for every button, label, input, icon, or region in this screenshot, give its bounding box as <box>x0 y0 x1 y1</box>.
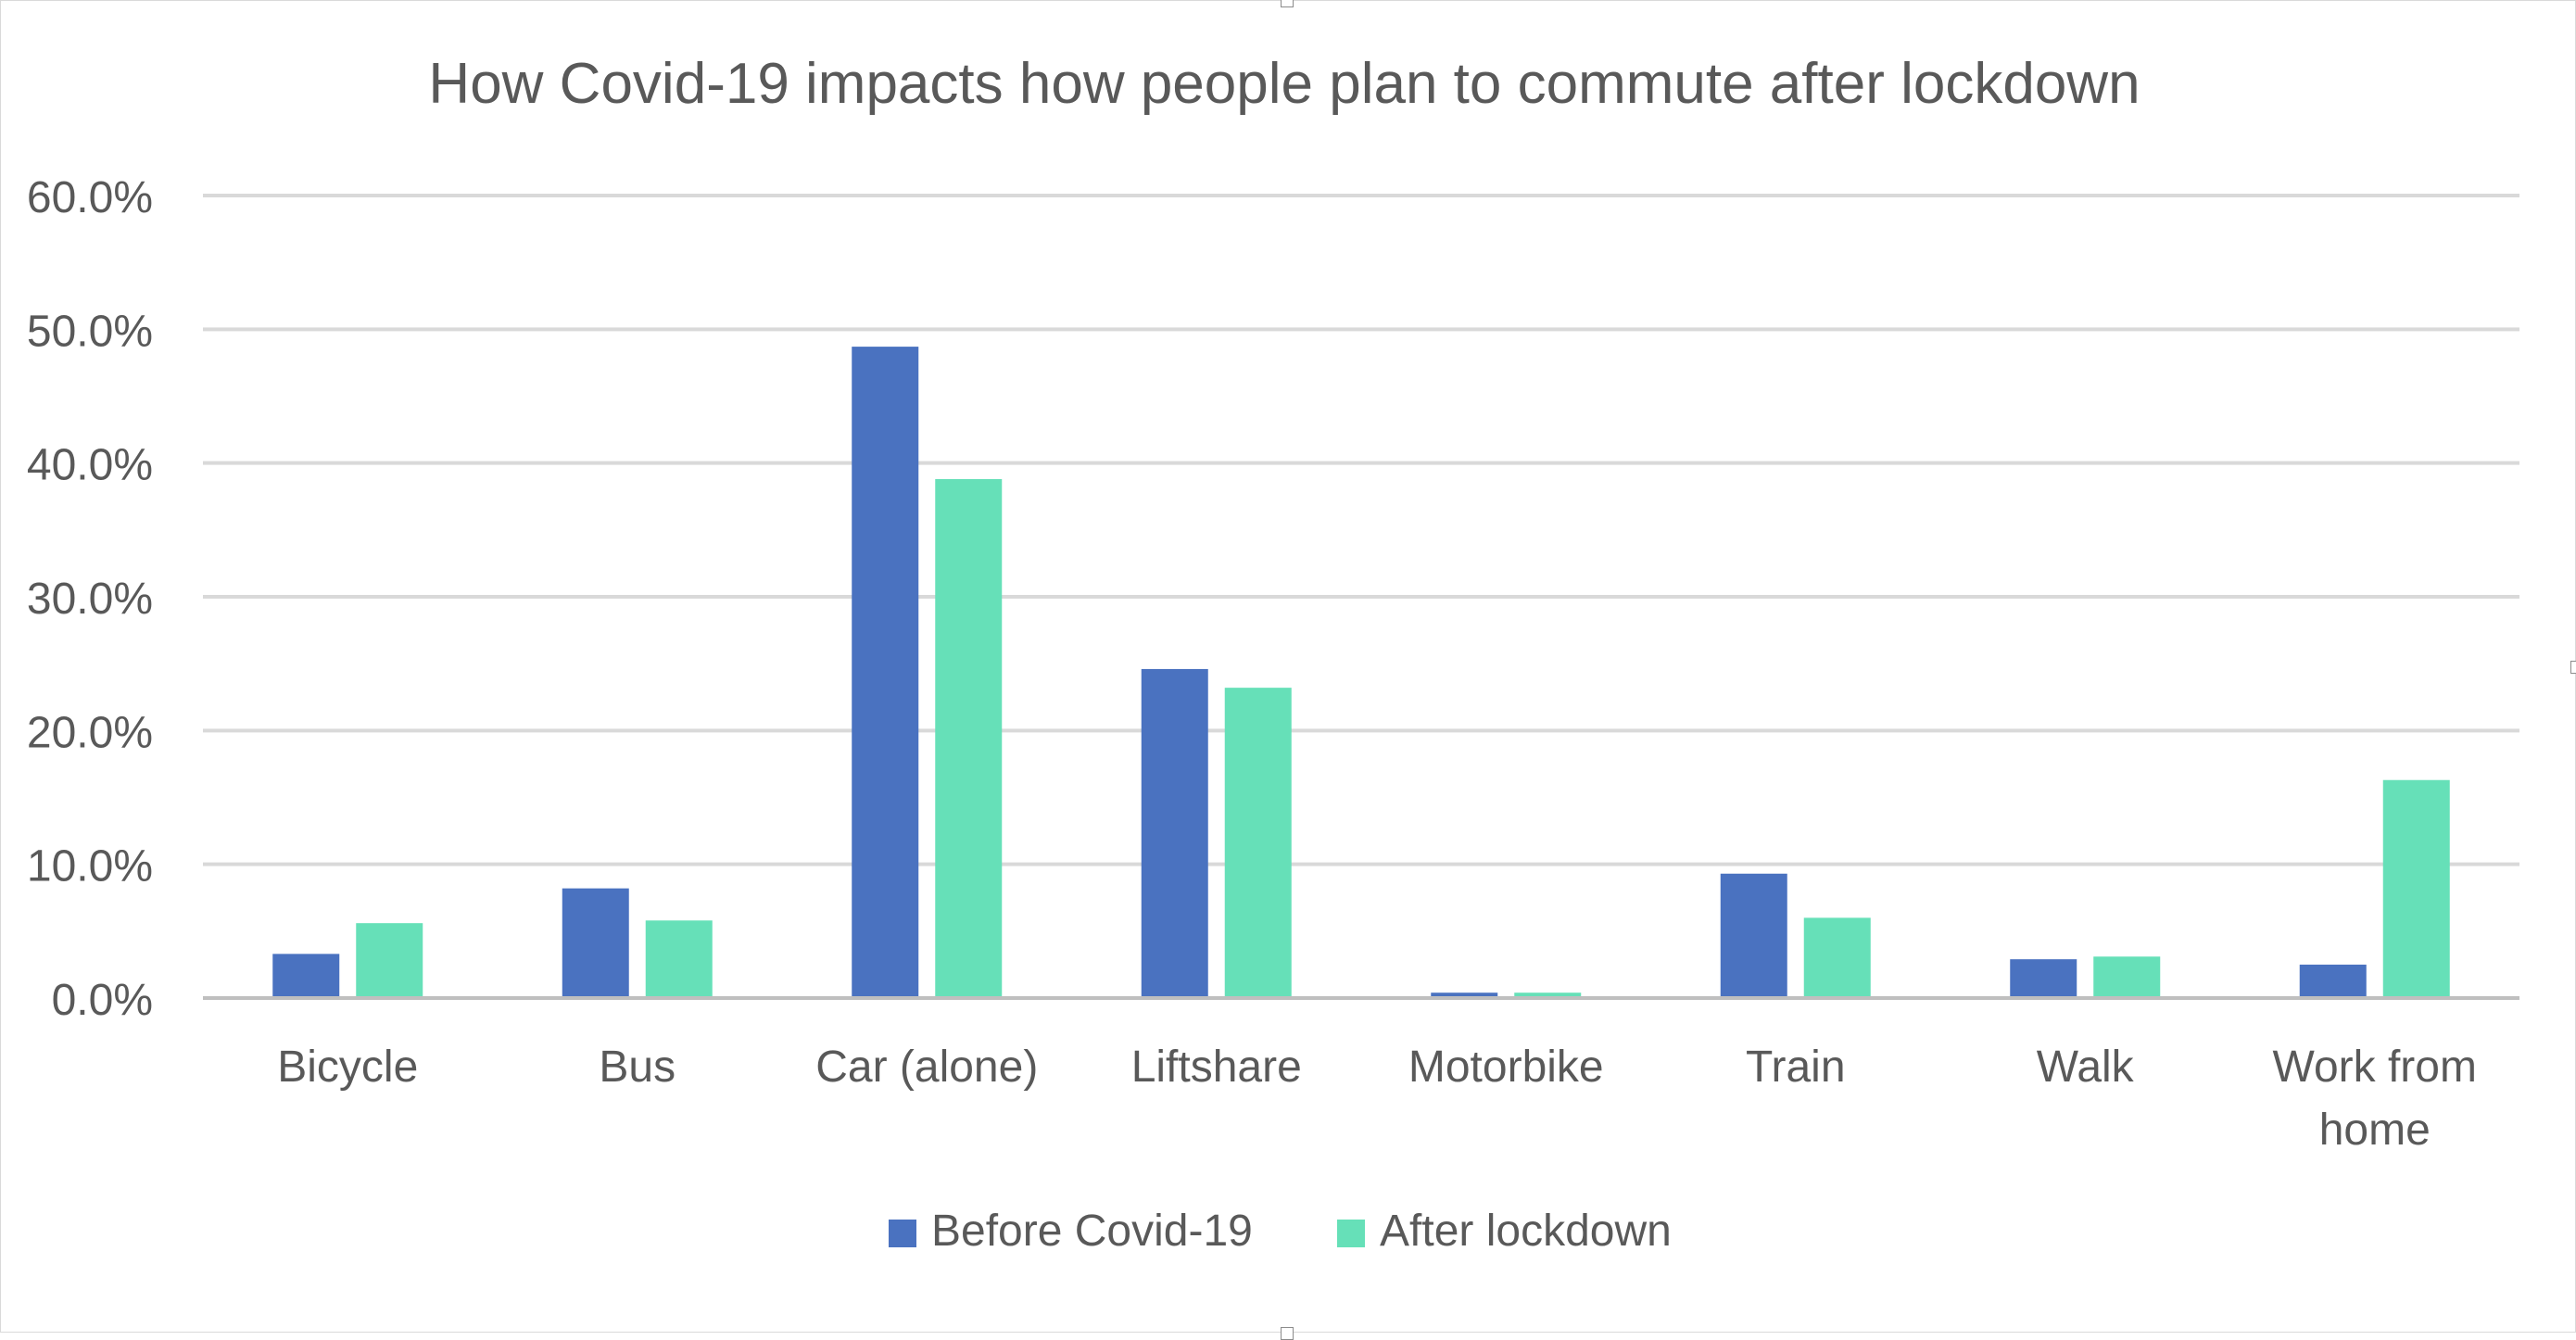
x-axis-tick-labels: Bicycle Bus Car (alone) Liftshare Motorbike T… <box>277 1043 2477 1155</box>
y-tick-label: 0.0% <box>52 976 153 1025</box>
bar-before-work-from-home[interactable] <box>2299 964 2367 998</box>
resize-handle-right[interactable] <box>2570 661 2576 674</box>
legend-label: After lockdown <box>1380 1207 1672 1256</box>
x-tick-label: Work from <box>2273 1043 2477 1092</box>
bar-before-motorbike[interactable] <box>1431 992 1498 998</box>
x-tick-label: home <box>2319 1106 2431 1155</box>
bar-after-bus[interactable] <box>645 920 713 998</box>
x-tick-label: Bus <box>599 1043 676 1092</box>
x-tick-label: Car (alone) <box>815 1043 1038 1092</box>
bar-before-car-alone[interactable] <box>852 347 919 998</box>
bar-after-motorbike[interactable] <box>1514 992 1582 998</box>
y-tick-label: 20.0% <box>27 708 153 757</box>
y-tick-label: 30.0% <box>27 575 153 624</box>
resize-handle-top[interactable] <box>1281 0 1294 7</box>
gridlines <box>203 194 2519 866</box>
bar-after-train[interactable] <box>1803 917 1871 998</box>
bars <box>272 347 2450 998</box>
bar-after-work-from-home[interactable] <box>2382 779 2450 998</box>
y-tick-label: 60.0% <box>27 173 153 222</box>
bar-before-bicycle[interactable] <box>272 954 340 998</box>
legend-swatch <box>889 1220 916 1247</box>
bar-before-liftshare[interactable] <box>1141 668 1208 998</box>
bar-before-walk[interactable] <box>2010 959 2077 998</box>
y-tick-label: 40.0% <box>27 441 153 490</box>
x-tick-label: Bicycle <box>277 1043 418 1092</box>
resize-handle-bottom[interactable] <box>1281 1327 1294 1340</box>
x-tick-label: Train <box>1746 1043 1846 1092</box>
legend-swatch <box>1337 1220 1365 1247</box>
bar-after-bicycle[interactable] <box>356 923 423 998</box>
y-tick-label: 10.0% <box>27 842 153 891</box>
y-tick-label: 50.0% <box>27 307 153 356</box>
bar-after-car-alone[interactable] <box>935 478 1003 998</box>
chart-title: How Covid-19 impacts how people plan to … <box>428 52 2140 116</box>
x-tick-label: Walk <box>2037 1043 2135 1092</box>
x-tick-label: Motorbike <box>1408 1043 1604 1092</box>
bar-before-train[interactable] <box>1720 873 1787 998</box>
legend[interactable]: Before Covid-19 After lockdown <box>889 1207 1672 1256</box>
bar-after-walk[interactable] <box>2093 956 2161 998</box>
legend-label: Before Covid-19 <box>931 1207 1253 1256</box>
bar-after-liftshare[interactable] <box>1224 688 1292 998</box>
y-axis-tick-labels: 0.0% 10.0% 20.0% 30.0% 40.0% 50.0% 60.0% <box>27 173 153 1025</box>
x-tick-label: Liftshare <box>1131 1043 1302 1092</box>
bar-before-bus[interactable] <box>562 888 629 998</box>
